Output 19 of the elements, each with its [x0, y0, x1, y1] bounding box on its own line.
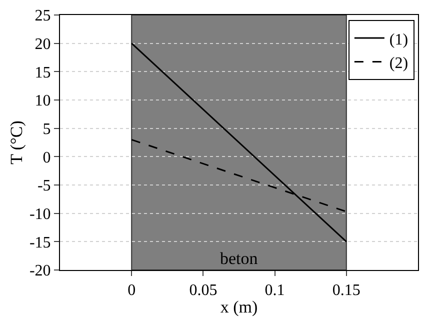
legend-label: (2) — [389, 55, 408, 72]
y-tick-label: -5 — [37, 178, 51, 195]
y-tick-label: 5 — [42, 120, 51, 138]
x-tick-label: 0.05 — [189, 282, 218, 300]
y-tick-label: 25 — [34, 8, 51, 25]
y-tick-label: -20 — [29, 262, 51, 280]
band-label: beton — [220, 249, 258, 268]
x-tick-label: 0.1 — [264, 282, 285, 300]
x-tick-label: 0.15 — [332, 282, 360, 300]
y-axis-title: T (°C) — [7, 120, 26, 164]
y-tick-label: -15 — [29, 234, 51, 252]
y-tick-label: 0 — [42, 149, 51, 166]
legend-label: (1) — [389, 31, 408, 48]
y-tick-label: 15 — [34, 64, 51, 82]
x-tick-label: 0 — [128, 282, 136, 300]
y-tick-label: 20 — [34, 36, 51, 53]
y-tick-label: -10 — [29, 206, 51, 223]
y-tick-label: 10 — [34, 92, 51, 110]
x-axis-title: x (m) — [220, 298, 258, 317]
